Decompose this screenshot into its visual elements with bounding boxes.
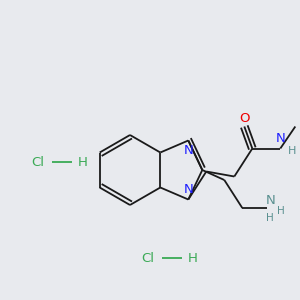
Text: H: H (266, 213, 274, 223)
Text: N: N (275, 132, 285, 145)
Text: N: N (266, 194, 275, 206)
Text: N: N (183, 183, 193, 196)
Text: N: N (183, 144, 193, 157)
Text: O: O (239, 112, 250, 125)
Text: Cl: Cl (142, 251, 154, 265)
Text: H: H (278, 206, 285, 216)
Text: H: H (188, 251, 198, 265)
Text: H: H (288, 146, 296, 155)
Text: Cl: Cl (32, 155, 44, 169)
Text: H: H (78, 155, 88, 169)
